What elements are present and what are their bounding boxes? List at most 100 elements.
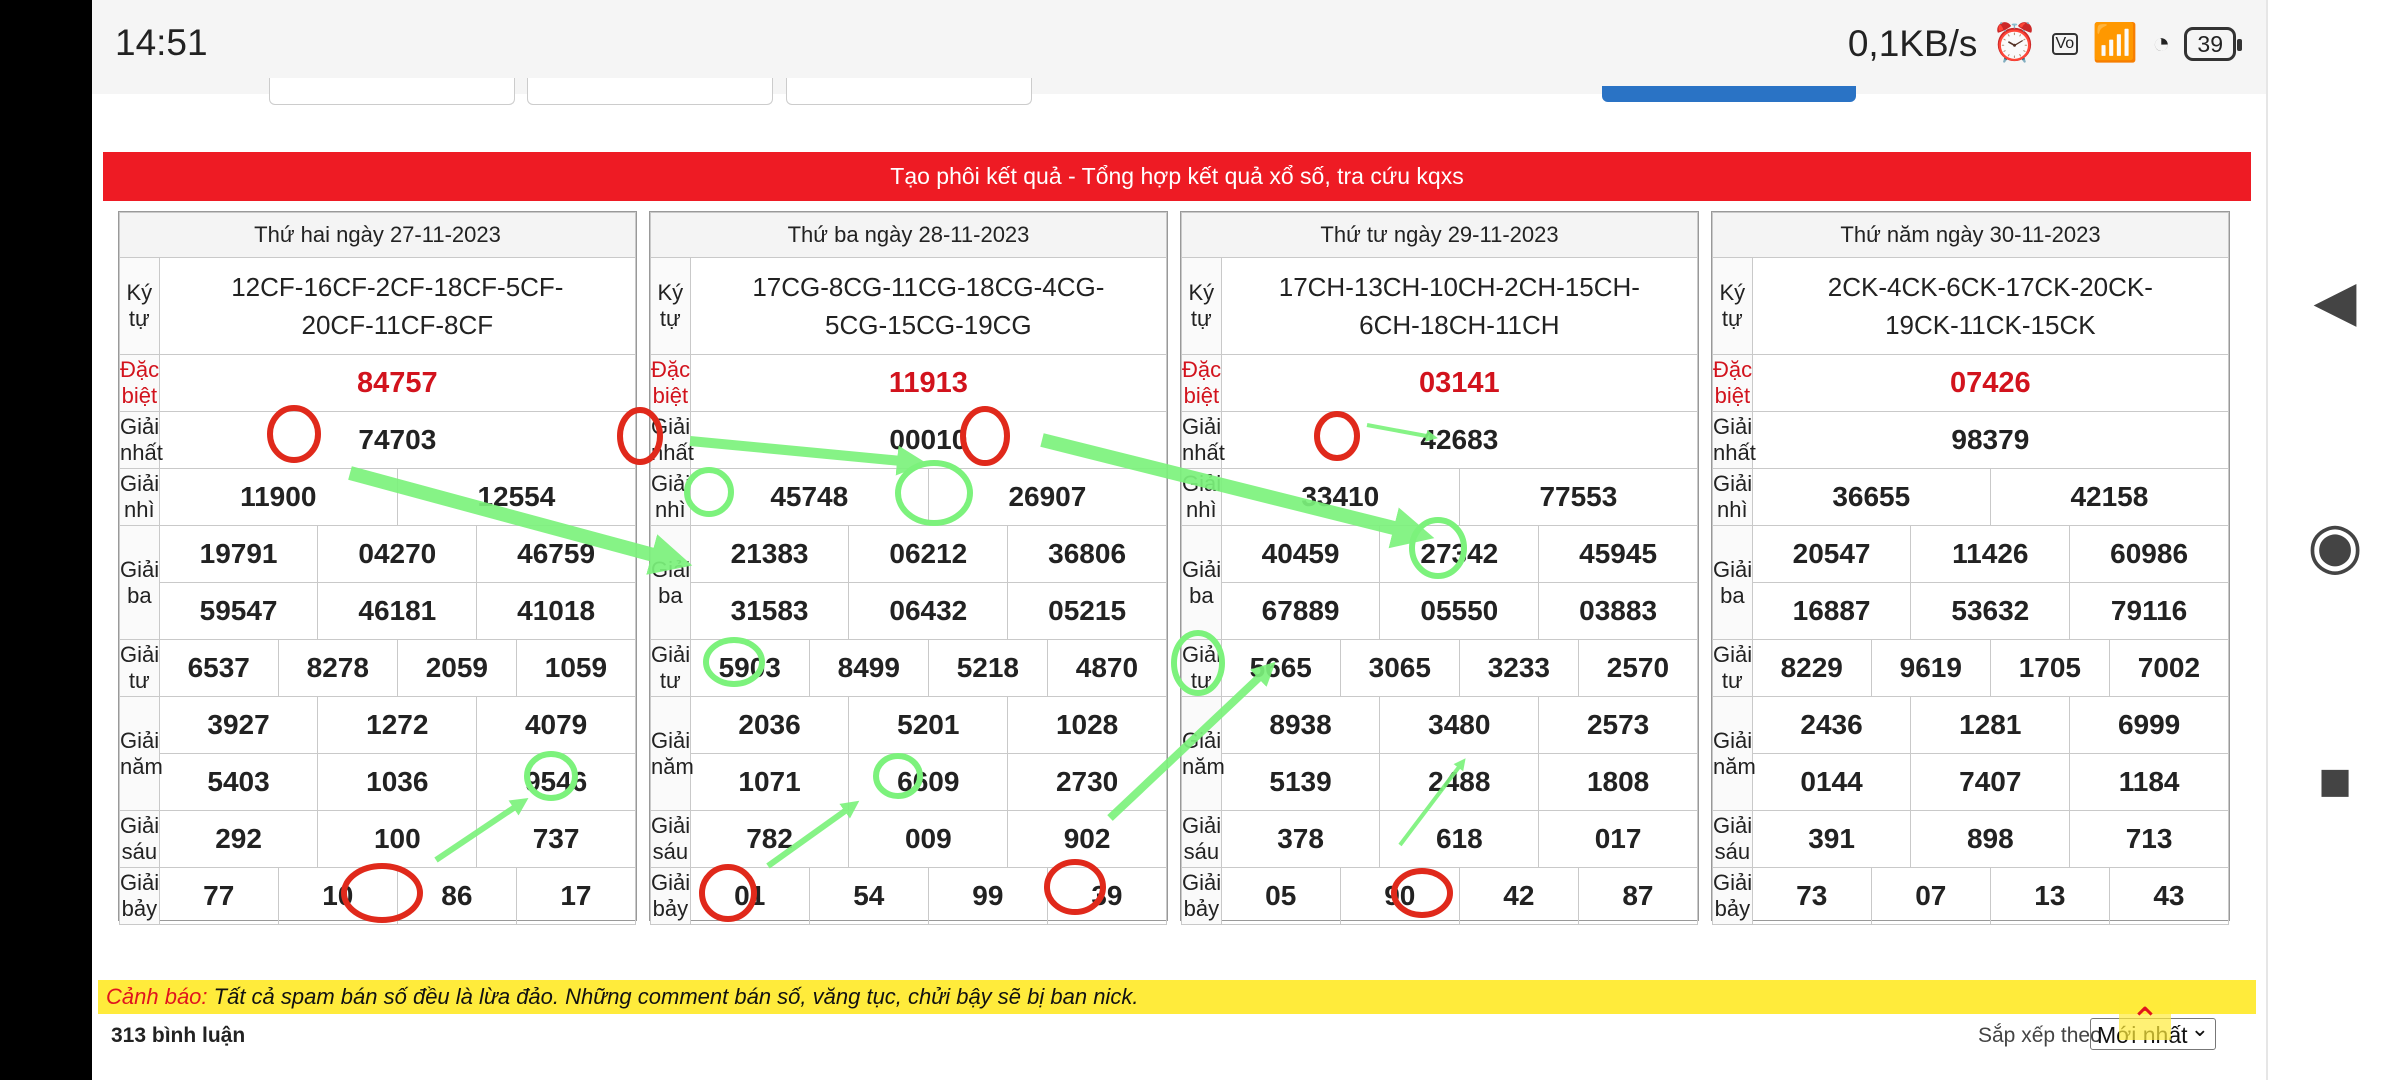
alarm-icon: ⏰ (1991, 22, 2038, 63)
third-prize: 79116 (2069, 582, 2229, 640)
sixth-prize: 902 (1007, 810, 1167, 868)
ky-tu-line: 2CK-4CK-6CK-17CK-20CK- (1827, 272, 2153, 302)
prize-label: Giải sáu (119, 810, 160, 868)
seventh-prize: 01 (689, 867, 810, 925)
fourth-prize: 3065 (1339, 639, 1460, 697)
result-panel: Thứ tư ngày 29-11-2023 Ký tự 17CH-13CH-10… (1180, 211, 1699, 925)
fifth-prize: 3480 (1379, 696, 1540, 754)
special-prize: 84757 (158, 354, 637, 412)
seventh-prize: 54 (808, 867, 929, 925)
third-prize: 45945 (1538, 525, 1698, 583)
fifth-prize: 6609 (848, 753, 1009, 811)
day-title: Thứ ba ngày 28-11-2023 (650, 212, 1167, 258)
day-title: Thứ tư ngày 29-11-2023 (1181, 212, 1698, 258)
prize-label: Giải nhất (119, 411, 163, 469)
sixth-prize: 898 (1910, 810, 2071, 868)
battery-icon: 39 (2184, 26, 2242, 61)
second-prize: 11900 (158, 468, 398, 526)
signal-icon: 📶 (2092, 22, 2139, 63)
page-banner: Tạo phôi kết quả - Tổng hợp kết quả xổ s… (103, 152, 2251, 201)
day-title: Thứ hai ngày 27-11-2023 (119, 212, 636, 258)
third-prize: 46759 (476, 525, 636, 583)
second-prize: 45748 (689, 468, 929, 526)
second-prize: 26907 (927, 468, 1168, 526)
result-panel: Thứ hai ngày 27-11-2023 Ký tự 12CF-16CF-2… (118, 211, 637, 925)
filter-select-3[interactable] (786, 78, 1032, 105)
fifth-prize: 5403 (158, 753, 319, 811)
seventh-prize: 99 (927, 867, 1048, 925)
fifth-prize: 0144 (1751, 753, 1912, 811)
prize-label: Giải ba (1181, 525, 1222, 640)
home-icon[interactable]: ◉ (2307, 509, 2363, 581)
prize-label: Giải nhì (119, 468, 160, 526)
fourth-prize: 4870 (1046, 639, 1168, 697)
filter-select-1[interactable] (269, 78, 515, 105)
submit-button[interactable] (1602, 86, 1856, 102)
day-title: Thứ năm ngày 30-11-2023 (1712, 212, 2229, 258)
fifth-prize: 2730 (1007, 753, 1167, 811)
prize-label: Đặc biệt (1181, 354, 1222, 412)
sixth-prize: 782 (689, 810, 850, 868)
special-prize: 03141 (1220, 354, 1699, 412)
first-prize: 74703 (158, 411, 637, 469)
prize-label: Giải tư (119, 639, 160, 697)
ky-tu-line: 12CF-16CF-2CF-18CF-5CF- (231, 272, 564, 302)
fourth-prize: 2059 (396, 639, 517, 697)
prize-label: Giải sáu (1712, 810, 1753, 868)
fourth-prize: 5665 (1220, 639, 1341, 697)
third-prize: 59547 (158, 582, 319, 640)
fifth-prize: 1071 (689, 753, 850, 811)
volte-icon: Vo (2051, 32, 2079, 55)
first-prize: 00010 (689, 411, 1168, 469)
prize-label: Giải sáu (1181, 810, 1222, 868)
fourth-prize: 8229 (1751, 639, 1872, 697)
fourth-prize: 5218 (927, 639, 1048, 697)
seventh-prize: 42 (1458, 867, 1579, 925)
sixth-prize: 292 (158, 810, 319, 868)
third-prize: 05550 (1379, 582, 1540, 640)
third-prize: 19791 (158, 525, 319, 583)
prize-label: Giải bảy (650, 867, 691, 925)
seventh-prize: 05 (1220, 867, 1341, 925)
prize-label: Giải tư (1712, 639, 1753, 697)
fourth-prize: 1059 (515, 639, 637, 697)
third-prize: 03883 (1538, 582, 1698, 640)
back-icon[interactable]: ◀ (2313, 269, 2357, 332)
second-prize: 77553 (1458, 468, 1699, 526)
fifth-prize: 9546 (476, 753, 636, 811)
scroll-top-button[interactable]: ⌃ (2119, 996, 2171, 1041)
sixth-prize: 017 (1538, 810, 1698, 868)
fifth-prize: 1281 (1910, 696, 2071, 754)
sixth-prize: 009 (848, 810, 1009, 868)
prize-label: Giải bảy (1712, 867, 1753, 925)
third-prize: 05215 (1007, 582, 1167, 640)
prize-label: Đặc biệt (1712, 354, 1753, 412)
ky-tu-codes: 17CH-13CH-10CH-2CH-15CH- 6CH-18CH-11CH (1220, 257, 1699, 355)
prize-label: Ký tự (650, 257, 691, 355)
fourth-prize: 8499 (808, 639, 929, 697)
fourth-prize: 2570 (1577, 639, 1699, 697)
fifth-prize: 7407 (1910, 753, 2071, 811)
seventh-prize: 10 (277, 867, 398, 925)
spam-warning: Cảnh báo: Tất cả spam bán số đều là lừa … (98, 980, 2256, 1014)
prize-label: Giải năm (1712, 696, 1756, 811)
third-prize: 27342 (1379, 525, 1540, 583)
filter-select-2[interactable] (527, 78, 773, 105)
prize-label: Giải sáu (650, 810, 691, 868)
third-prize: 06212 (848, 525, 1009, 583)
sixth-prize: 378 (1220, 810, 1381, 868)
fifth-prize: 1184 (2069, 753, 2229, 811)
fourth-prize: 6537 (158, 639, 279, 697)
seventh-prize: 13 (1989, 867, 2110, 925)
prize-label: Đặc biệt (119, 354, 160, 412)
ky-tu-codes: 17CG-8CG-11CG-18CG-4CG- 5CG-15CG-19CG (689, 257, 1168, 355)
warning-text: Tất cả spam bán số đều là lừa đảo. Những… (207, 984, 1139, 1009)
ky-tu-line: 19CK-11CK-15CK (1885, 310, 2096, 340)
ky-tu-line: 5CG-15CG-19CG (825, 310, 1032, 340)
special-prize: 07426 (1751, 354, 2230, 412)
recents-icon[interactable]: ■ (2318, 749, 2352, 812)
prize-label: Giải nhất (1712, 411, 1756, 469)
third-prize: 31583 (689, 582, 850, 640)
fifth-prize: 2436 (1751, 696, 1912, 754)
prize-label: Giải tư (650, 639, 691, 697)
